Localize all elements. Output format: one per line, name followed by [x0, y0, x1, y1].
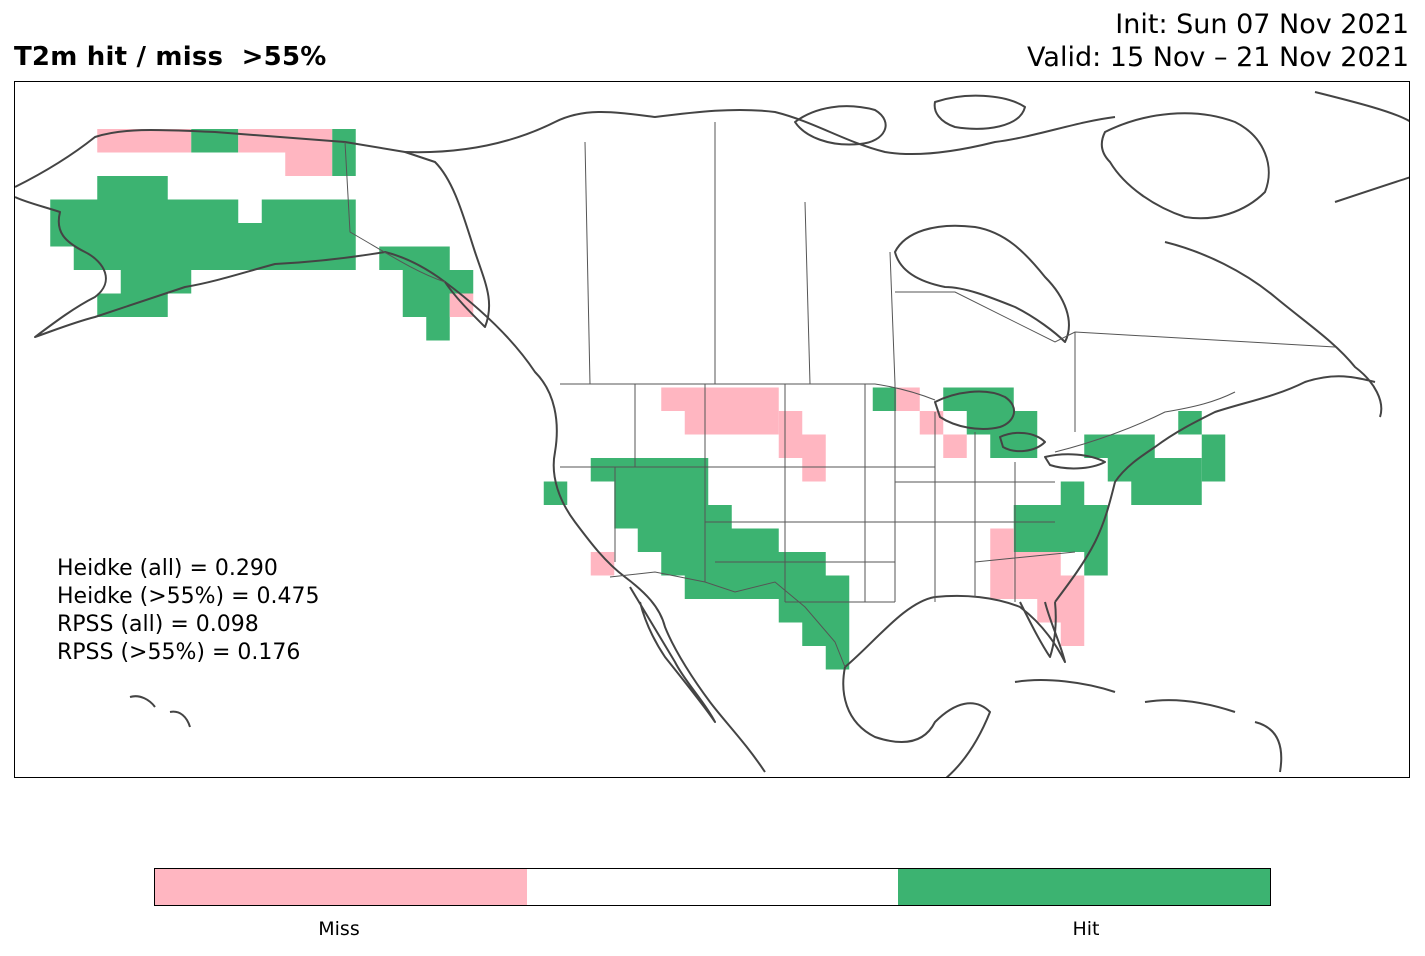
map-title: T2m hit / miss >55% [14, 42, 327, 72]
baffin-island [1100, 112, 1270, 220]
hit-cell [614, 505, 732, 529]
miss-cell [97, 129, 192, 153]
atlantic-coast [1054, 375, 1376, 603]
miss-cell [285, 152, 333, 176]
miss-cell [802, 458, 826, 482]
hit-cell [50, 199, 239, 223]
hit-cell [966, 411, 1038, 435]
miss-cell [778, 411, 803, 435]
colorbar-label-miss: Miss [318, 918, 360, 940]
hit-cell [872, 387, 897, 411]
miss-cell [943, 434, 967, 458]
miss-cell [684, 411, 779, 435]
gulf-coast [844, 594, 1066, 668]
hit-cell [684, 575, 850, 599]
hit-cell [402, 270, 474, 294]
islands [794, 94, 1026, 146]
hit-cell [614, 481, 709, 505]
hit-cell [590, 458, 709, 482]
score-panel: Heidke (all) = 0.290 Heidke (>55%) = 0.4… [57, 555, 320, 667]
hit-cell [1013, 528, 1108, 552]
baja [629, 586, 716, 723]
miss-cell [896, 387, 920, 411]
hit-cell [1178, 411, 1202, 435]
labrador-coast [1164, 241, 1383, 418]
miss-cell [1013, 575, 1085, 599]
hit-cell [802, 622, 850, 646]
alaska-coast [15, 128, 491, 338]
borders [344, 122, 1336, 668]
miss-cell [449, 293, 474, 317]
alaska-border [344, 141, 446, 283]
date-info: Init: Sun 07 Nov 2021 Valid: 15 Nov – 21… [1027, 8, 1409, 74]
hit-cell [50, 223, 356, 247]
great-lakes [934, 390, 1106, 470]
hudson-bay [894, 224, 1070, 343]
colorbar-miss-segment [155, 869, 527, 905]
colorbar-neutral-segment [526, 869, 899, 905]
score-line: RPSS (all) = 0.098 [57, 612, 259, 637]
miss-cell [1060, 622, 1085, 646]
hit-cell [1201, 434, 1226, 482]
state-lines-west [560, 384, 935, 603]
hit-cell [990, 434, 1038, 458]
hit-cell [97, 176, 168, 200]
hit-cell [120, 270, 192, 294]
arctic-coast [404, 108, 1116, 155]
miss-cell [1013, 552, 1061, 576]
score-line: Heidke (all) = 0.290 [57, 556, 278, 581]
miss-cell [919, 411, 944, 435]
mexico-gulf [842, 666, 991, 777]
miss-cell [990, 528, 1014, 599]
hit-cell [1084, 552, 1108, 576]
valid-range: Valid: 15 Nov – 21 Nov 2021 [1027, 42, 1409, 73]
hit-cell [332, 129, 356, 176]
miss-cell [778, 434, 826, 458]
province-lines [584, 122, 1336, 432]
colorbar-hit-segment [898, 869, 1271, 905]
hit-cell [426, 317, 450, 341]
hit-cell [379, 246, 450, 270]
coastlines [15, 91, 1409, 777]
hit-cell [1013, 505, 1108, 529]
us-mexico-border [609, 571, 846, 668]
colorbar [154, 868, 1271, 906]
map-panel[interactable] [14, 81, 1410, 778]
greenland-tip [1314, 91, 1409, 203]
map-canvas [15, 91, 1409, 777]
hawaii [129, 695, 191, 728]
pacific-coast [444, 281, 766, 773]
canada-us-border [560, 383, 1236, 453]
hit-cell [661, 552, 826, 576]
caribbean [1014, 679, 1283, 773]
init-date: Init: Sun 07 Nov 2021 [1115, 9, 1409, 40]
score-line: Heidke (>55%) = 0.475 [57, 584, 320, 609]
hit-cell [73, 246, 356, 270]
hit-cell [778, 599, 850, 623]
hit-cell [1131, 481, 1202, 505]
colorbar-label-hit: Hit [1072, 918, 1100, 940]
hit-cell [1060, 481, 1085, 505]
state-lines-east [894, 384, 1076, 602]
florida [1019, 601, 1057, 658]
hit-cell [1107, 458, 1202, 482]
score-line: RPSS (>55%) = 0.176 [57, 640, 301, 665]
hit-cell [191, 129, 239, 153]
hit-cell [637, 528, 779, 552]
miss-cell [661, 387, 779, 411]
forecast-cells [50, 129, 1226, 670]
hit-cell [1084, 434, 1155, 458]
hit-cell [261, 199, 356, 223]
miss-cell [590, 552, 615, 576]
hit-cell [402, 293, 450, 317]
